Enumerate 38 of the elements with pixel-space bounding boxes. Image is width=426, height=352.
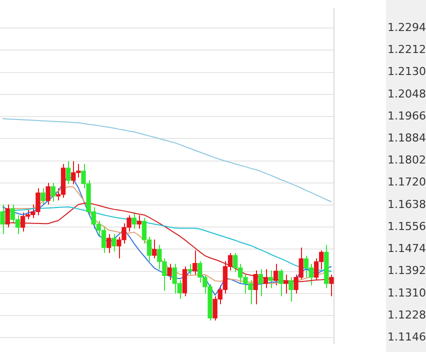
y-tick-label: 1.2130 [388, 65, 426, 78]
y-tick-label: 1.1146 [388, 330, 426, 344]
candlestick [268, 270, 274, 289]
candlestick [0, 204, 5, 235]
candlestick [167, 263, 172, 280]
candlestick [5, 204, 10, 228]
candlestick [112, 234, 116, 252]
y-tick-label: 1.1966 [388, 109, 426, 122]
candlestick [258, 268, 263, 297]
y-tick-label: 1.1392 [388, 264, 426, 278]
candlestick [288, 276, 294, 302]
y-tick-label: 1.1556 [388, 220, 426, 233]
candlestick [278, 268, 284, 297]
y-tick-label: 1.2048 [388, 87, 426, 100]
y-tick-label: 1.1720 [388, 176, 426, 189]
candlestick [273, 263, 278, 286]
y-tick-label: 1.2294 [388, 20, 426, 34]
candlestick [329, 274, 334, 297]
candlestick [40, 188, 46, 205]
candlestick [187, 263, 192, 276]
candlestick [106, 234, 112, 254]
candlestick [132, 212, 136, 230]
y-tick-label: 1.1802 [388, 154, 426, 167]
y-tick-label: 1.1638 [388, 198, 426, 211]
candlestick [152, 239, 157, 259]
y-tick-label: 1.1474 [388, 242, 426, 256]
candlestick [284, 274, 288, 294]
y-tick-label: 1.1310 [388, 286, 426, 300]
candlestick [50, 182, 56, 202]
y-tick-label: 1.1228 [388, 308, 426, 322]
candlestick [136, 214, 142, 230]
candlestick [263, 268, 268, 289]
candlestick [192, 250, 198, 276]
candlestick [46, 182, 50, 205]
y-tick-label: 1.2212 [388, 43, 426, 56]
candlestick [66, 160, 71, 185]
y-tick-label: 1.1884 [388, 131, 426, 144]
candlestick [253, 270, 258, 305]
